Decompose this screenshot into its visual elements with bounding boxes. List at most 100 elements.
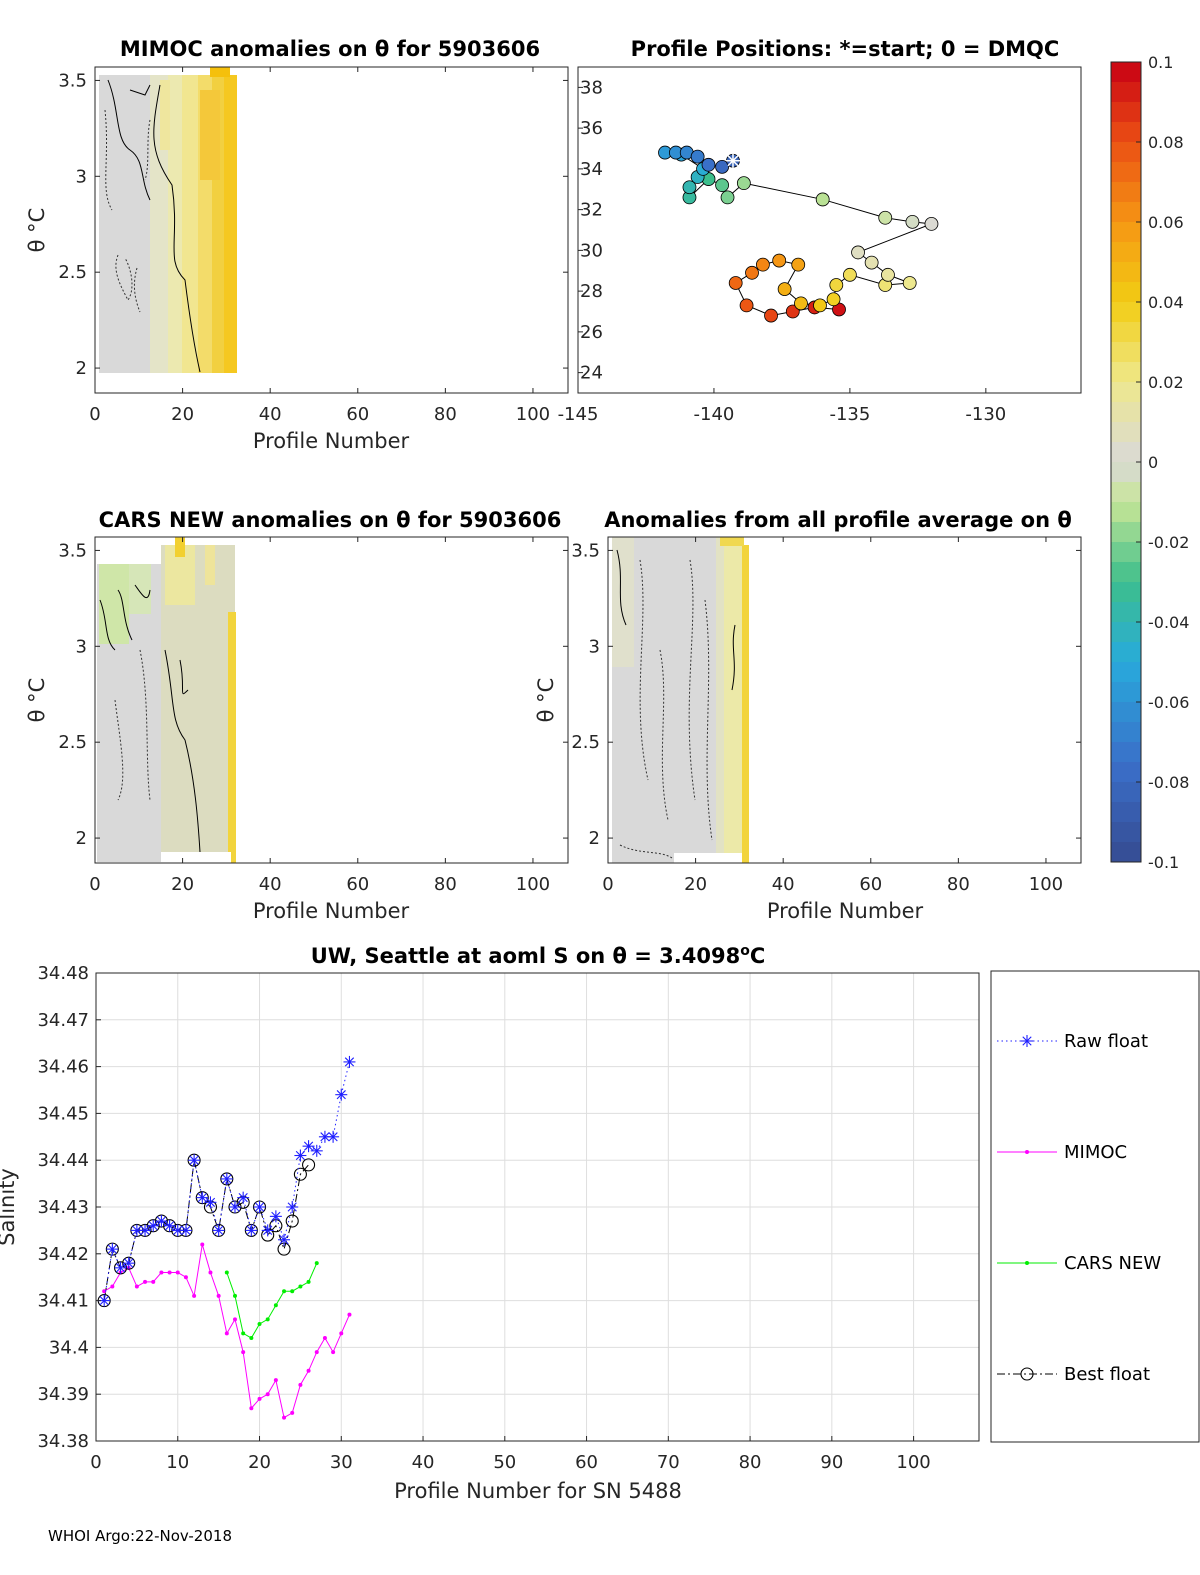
dot-marker: [249, 1336, 254, 1341]
dot-marker: [306, 1368, 311, 1373]
ytick-label: 2: [76, 828, 87, 849]
star-marker: [261, 1224, 274, 1237]
series-raw-float: [98, 1055, 356, 1307]
colorbar-band: [1111, 562, 1141, 583]
colorbar-band: [1111, 382, 1141, 403]
xtick-label: 100: [516, 404, 550, 425]
colorbar-band: [1111, 622, 1141, 643]
xtick-label: 60: [346, 874, 369, 895]
ytick-label: 34.47: [37, 1010, 89, 1031]
dot-marker: [298, 1284, 303, 1289]
ytick-label: 34.46: [37, 1057, 89, 1078]
star-marker: [1021, 1035, 1033, 1047]
xtick-label: 0: [89, 874, 100, 895]
ytick-label: 38: [580, 77, 603, 98]
colorbar-band: [1111, 102, 1141, 123]
xtick-label: -130: [965, 404, 1006, 425]
legend-item-raw-float: Raw float: [997, 1031, 1148, 1052]
dot-marker: [241, 1331, 246, 1336]
ytick-label: 2.5: [58, 732, 87, 753]
dot-marker: [265, 1392, 270, 1397]
xtick-label: 10: [166, 1452, 189, 1473]
dot-marker: [224, 1331, 229, 1336]
position-marker: [690, 149, 705, 164]
mimoc-xlabel: Profile Number: [253, 429, 410, 453]
xtick-label: 0: [602, 874, 613, 895]
legend-item-cars-new: CARS NEW: [997, 1253, 1161, 1274]
colorbar-band: [1111, 462, 1141, 483]
xtick-label: 80: [434, 874, 457, 895]
salinity-title: UW, Seattle at aoml S on θ = 3.4098oC: [311, 943, 766, 968]
legend-label: CARS NEW: [1064, 1253, 1161, 1274]
colorbar-tick-label: -0.08: [1148, 773, 1189, 792]
dot-marker: [224, 1270, 229, 1275]
legend: Raw float MIMOC CARS NEW Best float: [990, 970, 1200, 1443]
xtick-label: 60: [859, 874, 882, 895]
mimoc-panel: MIMOC anomalies on θ for 5903606 0 20 40 60…: [25, 37, 569, 453]
position-marker: [701, 157, 716, 172]
dot-marker: [134, 1284, 139, 1289]
colorbar-band: [1111, 582, 1141, 603]
colorbar-tick-label: -0.1: [1148, 853, 1179, 872]
star-marker: [196, 1191, 209, 1204]
ytick-label: 34.43: [37, 1197, 89, 1218]
dot-marker: [314, 1261, 319, 1266]
colorbar-band: [1111, 302, 1141, 323]
ytick-label: 34.38: [37, 1431, 89, 1452]
ytick-label: 2: [589, 828, 600, 849]
ytick-label: 34.39: [37, 1384, 89, 1405]
salinity-title-unit: C: [750, 944, 765, 968]
colorbar: 0.1 0.08 0.06 0.04 0.02 0 -0.02 -0.04 -0.06 -0.08…: [1110, 53, 1189, 872]
colorbar-tick-label: 0.04: [1148, 293, 1184, 312]
position-marker: [755, 257, 770, 272]
dot-marker: [183, 1275, 188, 1280]
star-marker: [220, 1172, 233, 1185]
xtick-label: 100: [516, 874, 550, 895]
cars-title: CARS NEW anomalies on θ for 5903606: [99, 508, 562, 532]
xtick-label: 0: [90, 1452, 101, 1473]
colorbar-band: [1111, 702, 1141, 723]
series-cars-new: [224, 1261, 319, 1341]
colorbar-band: [1111, 62, 1141, 83]
xtick-label: 40: [259, 874, 282, 895]
ytick-label: 3: [76, 166, 87, 187]
cars-ylabel: θ °C: [25, 678, 49, 723]
dot-marker: [1025, 1150, 1029, 1154]
position-marker: [881, 267, 895, 282]
cars-xlabel: Profile Number: [253, 899, 410, 923]
dot-marker: [265, 1317, 270, 1322]
dot-marker: [241, 1350, 246, 1355]
ytick-label: 34.4: [49, 1337, 89, 1358]
position-marker: [924, 216, 939, 231]
colorbar-bands: [1111, 62, 1141, 863]
cars-heatmap: [97, 537, 236, 863]
positions-xticks: -145 -140 -135 -130: [558, 388, 1006, 425]
colorbar-band: [1111, 842, 1141, 863]
dot-marker: [306, 1279, 311, 1284]
colorbar-band: [1111, 642, 1141, 663]
xtick-label: 70: [657, 1452, 680, 1473]
star-marker: [253, 1201, 266, 1213]
xtick-label: -135: [829, 404, 870, 425]
dot-marker: [339, 1331, 344, 1336]
position-marker: [764, 308, 778, 323]
colorbar-band: [1111, 342, 1141, 363]
position-marker: [720, 190, 735, 205]
colorbar-band: [1111, 422, 1141, 443]
star-marker: [228, 1201, 241, 1213]
position-marker: [745, 265, 759, 280]
mimoc-title: MIMOC anomalies on θ for 5903606: [120, 37, 540, 61]
dot-marker: [110, 1284, 115, 1289]
legend-label: Best float: [1064, 1364, 1150, 1385]
dot-marker: [232, 1317, 237, 1322]
ytick-label: 3.5: [571, 540, 600, 561]
legend-box: [990, 970, 1200, 1443]
xtick-label: 30: [330, 1452, 353, 1473]
position-marker: [739, 298, 754, 313]
position-marker: [777, 282, 792, 296]
dot-marker: [290, 1289, 295, 1294]
position-marker: [813, 298, 827, 313]
mimoc-xticks: 0 20 40 60 80 100: [89, 67, 550, 425]
star-marker: [98, 1294, 111, 1307]
ytick-label: 32: [580, 200, 603, 221]
